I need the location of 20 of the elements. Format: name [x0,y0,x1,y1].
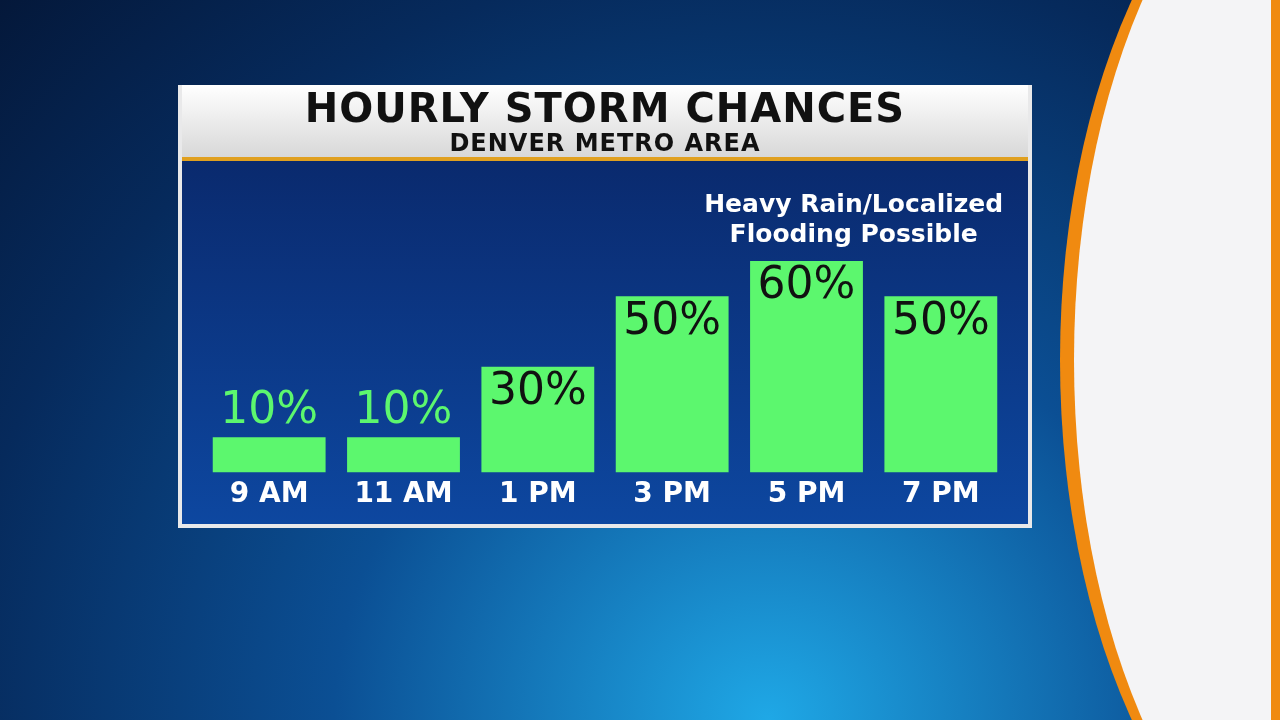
x-tick-label: 1 PM [499,476,577,510]
x-tick-label: 11 AM [354,476,453,510]
text: Heavy Rain/Localized Flooding Possible [704,189,1004,248]
bar [750,261,863,473]
bar [615,296,729,473]
x-tick-label: 3 PM [633,476,711,510]
chart-subtitle: DENVER METRO AREA [448,129,762,157]
data-label: 10% [354,381,453,433]
data-label: 60% [757,257,856,309]
bar [347,437,460,473]
data-label: 10% [220,381,319,433]
bar [212,437,326,473]
data-label: 50% [891,292,990,344]
chart-title: HOURLY STORM CHANCES [303,85,907,131]
data-label: 30% [488,363,587,415]
x-tick-label: 9 AM [229,476,309,510]
x-tick-label: 5 PM [767,476,846,510]
x-tick-label: 7 PM [902,476,980,510]
bar [884,296,998,473]
data-label: 50% [623,292,722,344]
